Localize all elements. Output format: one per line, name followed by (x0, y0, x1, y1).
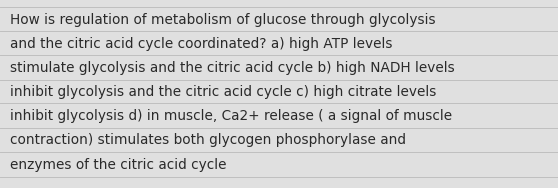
Text: inhibit glycolysis d) in muscle, Ca2+ release ( a signal of muscle: inhibit glycolysis d) in muscle, Ca2+ re… (10, 109, 452, 123)
Text: enzymes of the citric acid cycle: enzymes of the citric acid cycle (10, 158, 227, 171)
Text: contraction) stimulates both glycogen phosphorylase and: contraction) stimulates both glycogen ph… (10, 133, 406, 147)
Text: and the citric acid cycle coordinated? a) high ATP levels: and the citric acid cycle coordinated? a… (10, 37, 392, 51)
Text: How is regulation of metabolism of glucose through glycolysis: How is regulation of metabolism of gluco… (10, 13, 436, 27)
Text: inhibit glycolysis and the citric acid cycle c) high citrate levels: inhibit glycolysis and the citric acid c… (10, 85, 436, 99)
Text: stimulate glycolysis and the citric acid cycle b) high NADH levels: stimulate glycolysis and the citric acid… (10, 61, 455, 75)
